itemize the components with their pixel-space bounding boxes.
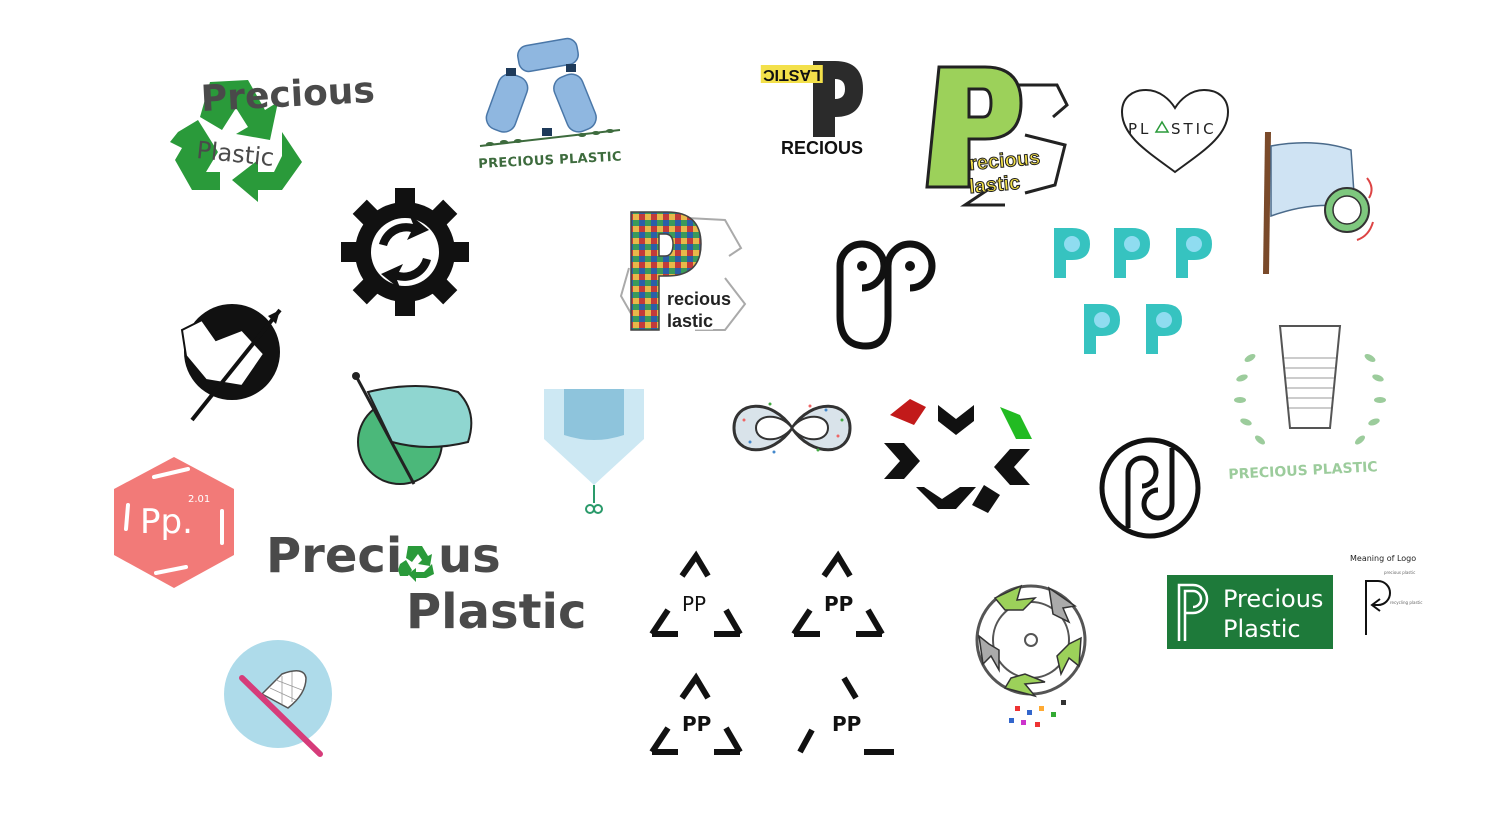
infinity-icon (732, 402, 852, 454)
hopper-icon (544, 389, 644, 514)
meaning-side-label: precious plastic (1384, 570, 1416, 575)
logo-cup-wreath: PRECIOUS PLASTIC (1222, 318, 1402, 493)
green-p-line2: lastic (968, 171, 1022, 199)
recycle-logo-line2: Plastic (195, 136, 276, 172)
mosaic-p-line1: recious (667, 289, 732, 309)
green-box-line2: Plastic (1223, 615, 1301, 643)
chevron-ring-icon (884, 399, 1032, 513)
logo-no-net (222, 638, 337, 760)
triangle-pp-4: PP (832, 712, 862, 736)
pp-face-icon (836, 240, 936, 350)
mosaic-p-icon (619, 211, 747, 331)
bottles-triangle-icon (479, 37, 621, 147)
triangle-pp-2: PP (824, 592, 854, 616)
logo-pp-face (832, 238, 942, 353)
hexagon-version: 2.01 (188, 494, 211, 505)
logo-triangles-pp: PP PP PP PP (648, 550, 900, 762)
bag-arrow-icon (180, 304, 282, 422)
logo-teal-p-variations (1048, 222, 1223, 357)
hexagon-text: Pp. (140, 502, 193, 542)
logo-infinity (730, 390, 855, 465)
meaning-title: Meaning of Logo (1350, 554, 1417, 563)
logo-shredder-wheel (965, 578, 1100, 733)
logo-big-green-p: recious lastic (925, 65, 1075, 210)
cup-wreath-icon (1234, 325, 1386, 445)
hexagon-icon (114, 457, 234, 588)
recycle-arrows-icon (170, 80, 302, 202)
logo-green-box: Precious Plastic (1167, 575, 1333, 649)
wordmark-line1b: us (438, 528, 501, 584)
logo-hopper (540, 385, 650, 517)
logo-green-circle-flag (348, 372, 480, 487)
mosaic-p-line2: lastic (667, 311, 714, 331)
triangles-pp-icon (649, 550, 894, 755)
triangle-pp-1: PP (682, 592, 707, 616)
shredder-wheel-icon (975, 584, 1087, 727)
flipped-p-icon (813, 61, 863, 137)
logo-gear-arrows (340, 188, 470, 316)
recycle-logo-line1: Precious (199, 69, 376, 120)
wordmark-recycle-icon (398, 542, 436, 582)
logo-mosaic-p: recious lastic (615, 208, 760, 338)
logo-pd-circle (1098, 428, 1203, 548)
logo-flag-shredder (1255, 128, 1385, 276)
logo-bottles-wreath: PRECIOUS PLASTIC (470, 37, 630, 188)
logo-hexagon-pp: Pp. 2.01 (110, 455, 238, 590)
logo-meaning: Meaning of Logo precious plastic recycli… (1350, 555, 1425, 640)
flag-shredder-icon (1263, 132, 1374, 274)
meaning-side-label2: recycling plastic (1390, 600, 1423, 605)
green-flag-icon (352, 372, 473, 485)
no-net-icon (224, 640, 332, 757)
gear-arrows-icon (341, 188, 469, 316)
green-box-p-icon (1177, 583, 1209, 641)
heart-text-right: STIC (1171, 120, 1217, 138)
flipped-p-top: LASTIC (761, 65, 823, 83)
logo-bag-arrow (172, 300, 287, 425)
wordmark-line2: Plastic (406, 584, 587, 640)
meaning-p-icon (1365, 580, 1391, 635)
teal-p-variants-icon (1054, 228, 1212, 354)
heart-icon (1120, 88, 1230, 174)
wordmark-line1a: Preci (266, 528, 403, 584)
logo-flipped-p: LASTIC RECIOUS (755, 55, 875, 165)
pd-circle-icon (1099, 437, 1201, 539)
flipped-p-bottom: RECIOUS (781, 138, 864, 158)
logo-chevron-ring (880, 395, 1035, 515)
green-box-line1: Precious (1223, 585, 1324, 613)
logo-recycle-precious-plastic: Precious Plastic (170, 70, 376, 202)
logo-heart-plastic: PL STIC (1118, 88, 1233, 178)
triangle-pp-3: PP (682, 712, 712, 736)
logo-wordmark: Preci us Plastic (262, 532, 592, 647)
green-p-recycle-icon (925, 65, 1069, 207)
heart-text-left: PL (1128, 120, 1152, 138)
